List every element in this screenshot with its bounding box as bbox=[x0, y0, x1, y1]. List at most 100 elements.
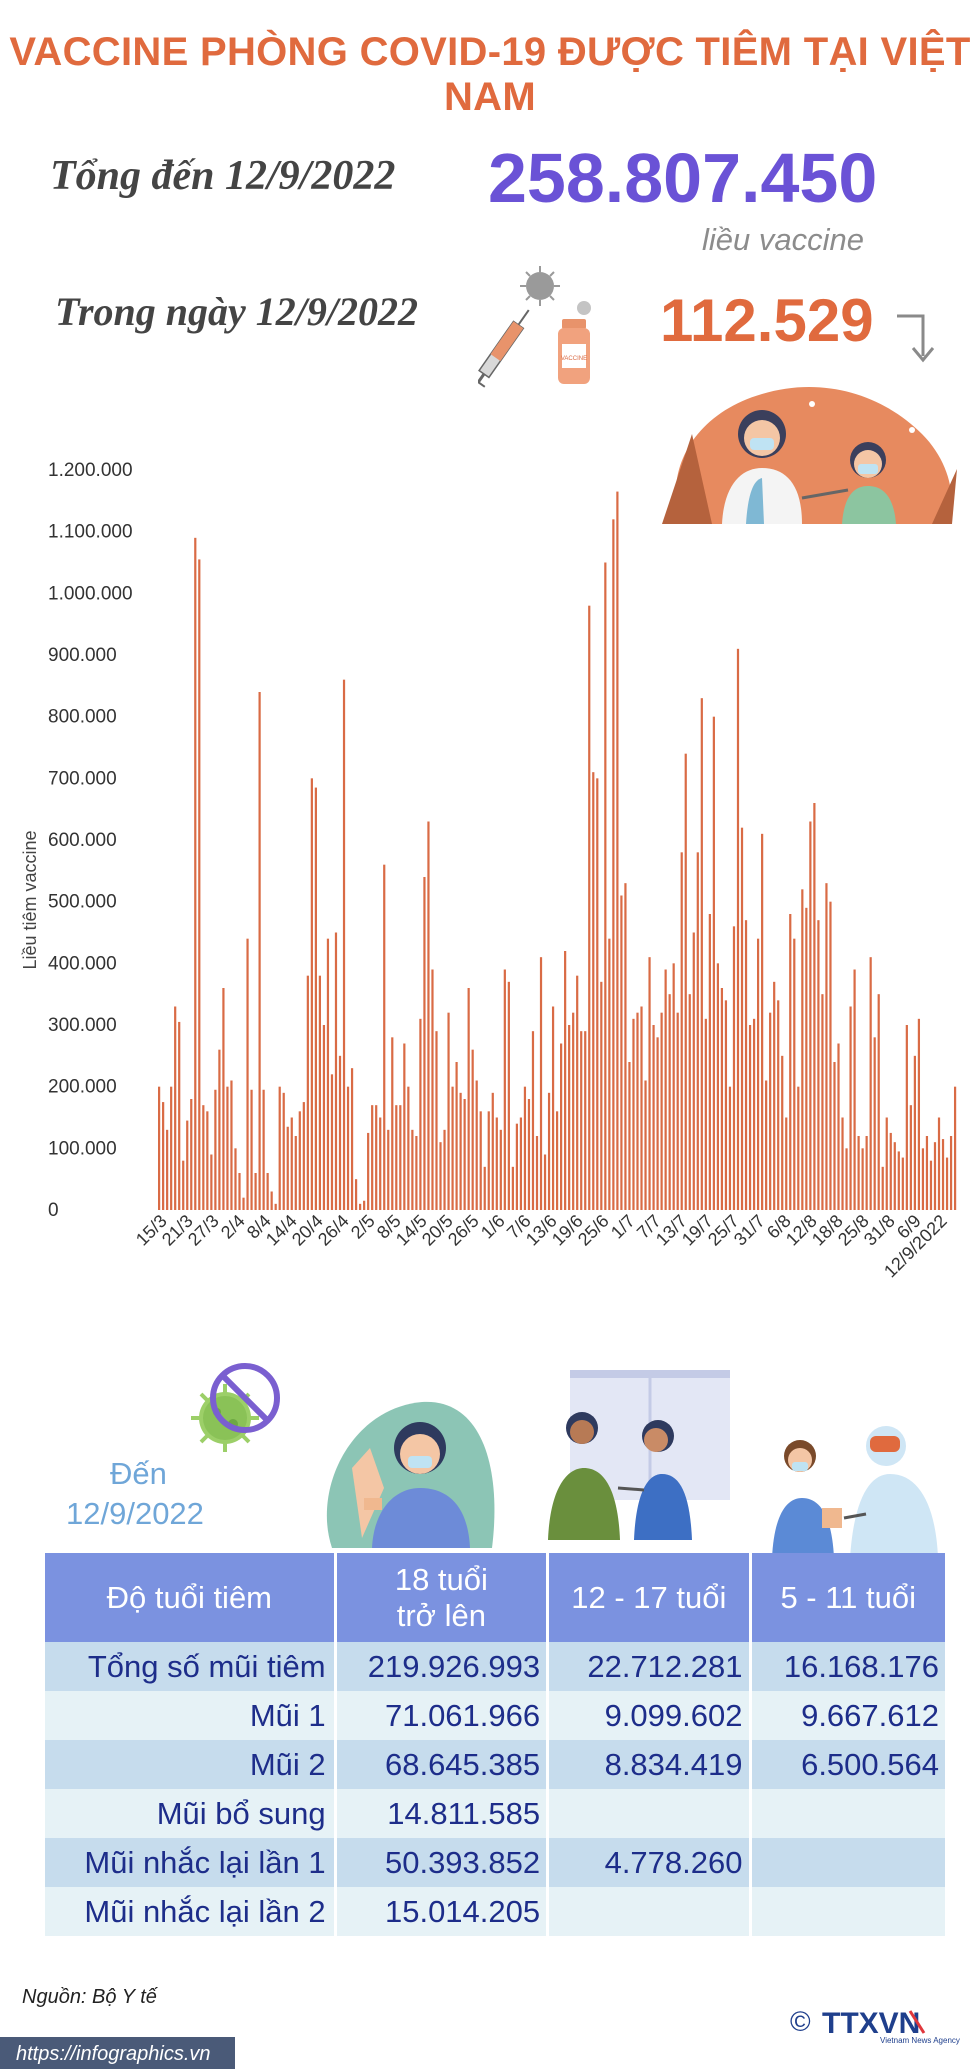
chart-bar bbox=[375, 1105, 378, 1210]
chart-bar bbox=[656, 1037, 659, 1210]
row-label: Mũi bổ sung bbox=[45, 1789, 334, 1838]
chart-bar bbox=[720, 988, 724, 1210]
chart-bar bbox=[475, 1080, 478, 1210]
chart-bar bbox=[338, 1055, 342, 1210]
chart-bar bbox=[415, 1136, 418, 1210]
x-tick-label: 26/5 bbox=[444, 1211, 483, 1250]
chart-bar bbox=[797, 1086, 800, 1210]
to-date-label-line1: Đến bbox=[110, 1456, 167, 1491]
chart-bar bbox=[467, 988, 470, 1210]
chart-bar bbox=[865, 1136, 868, 1210]
chart-bar bbox=[929, 1160, 933, 1210]
chart-bar bbox=[547, 1092, 551, 1210]
chart-bar bbox=[704, 1018, 707, 1210]
chart-bar bbox=[242, 1197, 245, 1210]
total-doses-unit: liều vaccine bbox=[702, 222, 864, 257]
chart-bar bbox=[917, 1018, 921, 1210]
chart-bar bbox=[330, 1074, 334, 1210]
chart-bar bbox=[166, 1129, 169, 1210]
chart-bar bbox=[700, 698, 703, 1210]
chart-bar bbox=[728, 1086, 732, 1210]
chart-bar bbox=[443, 1129, 446, 1210]
table-header-12-17: 12 - 17 tuổi bbox=[549, 1553, 749, 1642]
y-tick-label: 0 bbox=[48, 1200, 59, 1221]
chart-bar bbox=[857, 1136, 860, 1210]
chart-bar bbox=[310, 778, 313, 1210]
table-row: Mũi 1 71.061.966 9.099.602 9.667.612 bbox=[45, 1691, 945, 1740]
table-header-18plus-line1: 18 tuổi bbox=[394, 1561, 488, 1597]
chart-bar bbox=[435, 1031, 438, 1210]
chart-bar bbox=[230, 1080, 233, 1210]
chart-bar bbox=[740, 827, 744, 1210]
chart-bar bbox=[777, 1000, 780, 1210]
chart-bar bbox=[953, 1086, 957, 1210]
chart-bar bbox=[262, 1089, 265, 1210]
chart-bar bbox=[543, 1154, 547, 1210]
syringe-vaccine-illustration: VACCINE bbox=[478, 266, 591, 388]
daily-label: Trong ngày 12/9/2022 bbox=[55, 289, 418, 334]
y-tick-label: 300.000 bbox=[48, 1015, 117, 1036]
chart-bar bbox=[644, 1080, 647, 1210]
chart-bar bbox=[463, 1099, 466, 1210]
cell-12-17 bbox=[549, 1887, 749, 1936]
chart-bar bbox=[503, 969, 506, 1210]
chart-bar bbox=[314, 787, 317, 1210]
chart-bar bbox=[921, 1148, 925, 1210]
chart-bar bbox=[744, 920, 748, 1210]
table-header-age: Độ tuổi tiêm bbox=[45, 1553, 334, 1642]
chart-bar bbox=[266, 1173, 269, 1210]
cell-5-11 bbox=[751, 1838, 945, 1887]
chart-bar bbox=[833, 1062, 836, 1210]
chart-bar bbox=[576, 975, 579, 1210]
chart-bar bbox=[294, 1136, 297, 1210]
chart-bar bbox=[805, 907, 808, 1210]
infographics-link[interactable]: https://infographics.vn bbox=[16, 2043, 211, 2065]
chart-bar bbox=[869, 957, 872, 1210]
chart-bar bbox=[499, 1129, 502, 1210]
row-label: Mũi nhắc lại lần 1 bbox=[45, 1838, 334, 1887]
chart-bar bbox=[270, 1191, 273, 1210]
chart-bar bbox=[531, 1031, 535, 1210]
doctor-vaccinating-child-illustration bbox=[662, 387, 957, 524]
chart-bar bbox=[326, 938, 330, 1210]
chart-bar bbox=[640, 1006, 643, 1210]
chart-bar bbox=[174, 1006, 177, 1210]
chart-bar bbox=[194, 537, 197, 1210]
chart-bar bbox=[773, 981, 776, 1210]
chart-bar bbox=[881, 1166, 884, 1210]
cell-18plus: 15.014.205 bbox=[336, 1887, 547, 1936]
x-tick-label: 25/6 bbox=[574, 1211, 613, 1250]
chart-bar bbox=[668, 994, 671, 1210]
chart-bar bbox=[391, 1037, 394, 1210]
chart-bar bbox=[403, 1043, 406, 1210]
chart-bar bbox=[853, 969, 856, 1210]
chart-bar bbox=[648, 957, 651, 1210]
chart-bar bbox=[829, 901, 832, 1210]
chart-bar bbox=[254, 1173, 257, 1210]
chart-bar bbox=[350, 1068, 354, 1210]
chart-bar bbox=[342, 679, 346, 1210]
daily-doses-bar-chart: 1.200.000 1.100.000 1.000.000 900.000 800.00… bbox=[20, 460, 957, 1281]
chart-bar bbox=[459, 1092, 462, 1210]
chart-bar bbox=[479, 1111, 482, 1210]
total-label: Tổng đến 12/9/2022 bbox=[50, 153, 396, 199]
source-note: Nguồn: Bộ Y tế bbox=[22, 1986, 157, 2008]
chart-bar bbox=[306, 975, 309, 1210]
chart-bar bbox=[708, 914, 711, 1210]
chart-bar bbox=[367, 1132, 370, 1210]
y-tick-label: 600.000 bbox=[48, 830, 117, 851]
chart-bar bbox=[158, 1086, 161, 1210]
y-tick-label: 800.000 bbox=[48, 707, 117, 728]
chart-bar bbox=[523, 1086, 527, 1210]
cell-5-11 bbox=[751, 1887, 945, 1936]
y-tick-label: 1.000.000 bbox=[48, 583, 133, 604]
cell-12-17: 9.099.602 bbox=[549, 1691, 749, 1740]
table-row: Mũi bổ sung 14.811.585 bbox=[45, 1789, 945, 1838]
chart-bar bbox=[210, 1154, 213, 1210]
chart-bar bbox=[455, 1062, 458, 1210]
chart-bar bbox=[519, 1117, 523, 1210]
chart-bar bbox=[781, 1055, 784, 1210]
chart-bar bbox=[178, 1021, 181, 1210]
chart-bar bbox=[785, 1117, 788, 1210]
chart-bar bbox=[495, 1117, 498, 1210]
